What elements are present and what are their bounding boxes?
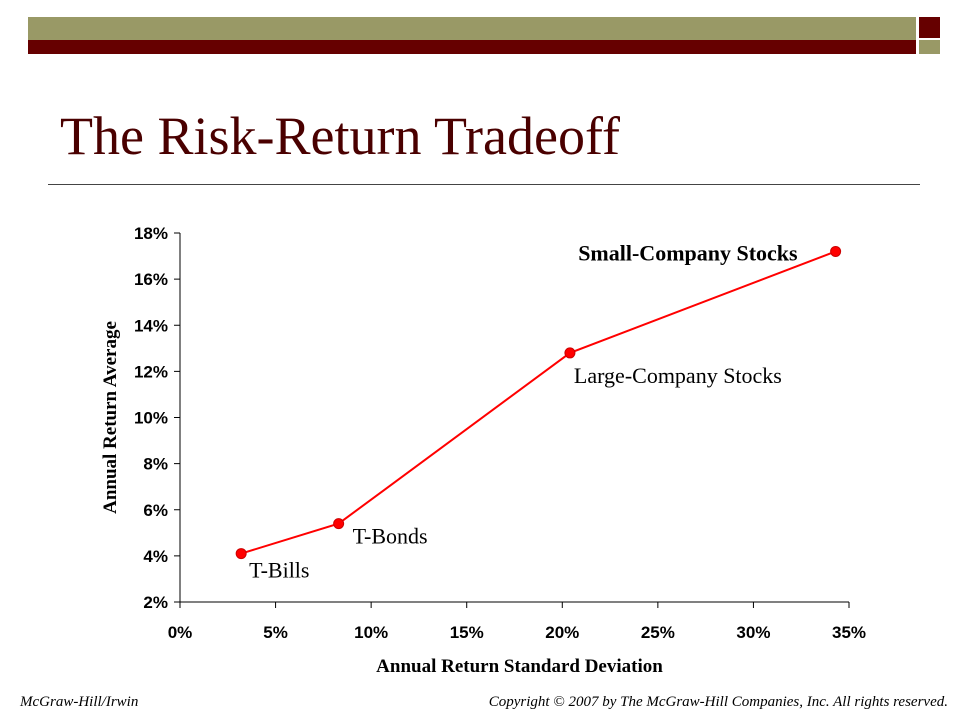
series-line [240,250,836,555]
y-tick-label: 18% [134,224,168,243]
data-label: T-Bills [249,558,309,583]
data-label: Large-Company Stocks [574,363,782,388]
data-label: Small-Company Stocks [578,240,798,265]
y-tick-label: 4% [143,547,168,566]
data-point [333,518,345,530]
data-point [830,245,842,257]
y-tick-label: 12% [134,362,168,381]
data-point [235,548,247,560]
y-tick-label: 16% [134,270,168,289]
y-tick-label: 10% [134,409,168,428]
data-point [564,347,576,359]
x-tick-label: 10% [354,623,388,642]
header-maroon-bar [28,40,916,54]
x-tick-label: 30% [736,623,770,642]
y-tick-label: 2% [143,593,168,612]
x-tick-label: 25% [641,623,675,642]
header-maroon-square [919,17,940,38]
title-divider [48,184,920,185]
data-label: T-Bonds [353,524,428,549]
y-tick-label: 6% [143,501,168,520]
y-tick-label: 14% [134,316,168,335]
x-tick-label: 15% [450,623,484,642]
x-tick-label: 20% [545,623,579,642]
x-tick-label: 35% [832,623,866,642]
y-axis-title: Annual Return Average [100,321,121,514]
slide-title: The Risk-Return Tradeoff [60,106,620,166]
header-olive-square [919,40,940,54]
header-olive-bar [28,17,916,40]
x-tick-label: 0% [168,623,193,642]
x-axis-title: Annual Return Standard Deviation [376,656,663,677]
x-tick-label: 5% [263,623,288,642]
footer-publisher: McGraw-Hill/Irwin [20,694,139,710]
footer-copyright: Copyright © 2007 by The McGraw-Hill Comp… [488,694,948,710]
y-tick-label: 8% [143,455,168,474]
